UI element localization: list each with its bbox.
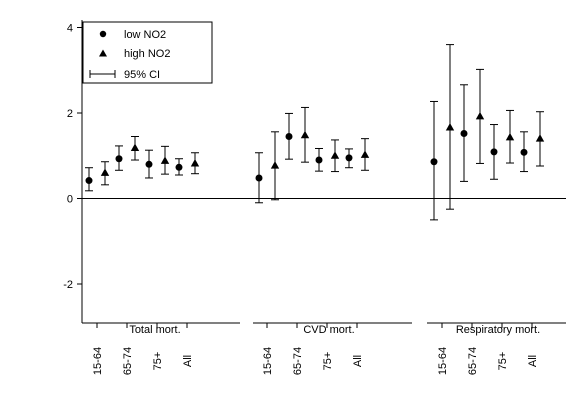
legend-low-marker	[99, 30, 107, 38]
high-no2-point	[505, 132, 515, 141]
x-tick-label: 15-64	[92, 347, 104, 375]
group-label: Total mort.	[129, 324, 180, 336]
high-no2-point	[130, 143, 140, 152]
error-bar-marks	[85, 44, 545, 221]
y-tick-label: -2	[63, 279, 73, 291]
y-tick-label: 0	[67, 194, 73, 206]
low-no2-point	[255, 174, 263, 182]
x-tick-label: All	[182, 355, 194, 367]
high-no2-point	[475, 111, 485, 120]
group-label: CVD mort.	[303, 324, 354, 336]
group-labels: Total mort. 15-64 65-74 75+ All CVD mort. 15-6…	[92, 324, 540, 375]
axes: -2 0 2 4	[63, 20, 566, 328]
high-no2-point	[160, 156, 170, 164]
low-no2-point	[430, 158, 438, 166]
x-tick-label: All	[352, 355, 364, 367]
x-tick-label: 75+	[152, 352, 164, 371]
low-no2-point	[315, 156, 323, 164]
low-no2-point	[175, 163, 183, 171]
high-no2-point	[190, 158, 200, 167]
group-label: Respiratory mort.	[456, 324, 540, 336]
x-tick-label: 15-64	[262, 347, 274, 375]
high-no2-point	[445, 123, 455, 131]
high-no2-point	[300, 130, 310, 139]
high-no2-point	[535, 134, 545, 142]
x-tick-label: 65-74	[122, 347, 134, 375]
low-no2-point	[460, 130, 468, 138]
y-tick-label: 2	[67, 108, 73, 120]
low-no2-point	[520, 148, 528, 156]
x-tick-label: All	[527, 355, 539, 367]
legend-low-label: low NO2	[124, 29, 166, 41]
x-tick-label: 65-74	[292, 347, 304, 375]
low-no2-point	[345, 154, 353, 162]
high-no2-point	[360, 150, 370, 158]
y-tick-label: 4	[67, 23, 73, 35]
low-no2-point	[285, 133, 293, 141]
low-no2-point	[85, 177, 93, 185]
legend-ci-label: 95% CI	[124, 69, 160, 81]
legend-high-marker	[99, 49, 107, 57]
x-tick-label: 75+	[322, 352, 334, 371]
high-no2-point	[330, 151, 340, 159]
low-no2-point	[115, 155, 123, 163]
low-no2-point	[145, 160, 153, 168]
x-tick-label: 65-74	[467, 347, 479, 375]
x-tick-label: 15-64	[437, 347, 449, 375]
legend-ci-marker	[89, 70, 116, 78]
legend: low NO2 high NO2 95% CI	[82, 21, 213, 84]
high-no2-point	[100, 168, 110, 176]
legend-high-label: high NO2	[124, 48, 170, 60]
x-tick-label: 75+	[497, 352, 509, 371]
high-no2-point	[270, 161, 280, 169]
low-no2-point	[490, 148, 498, 156]
